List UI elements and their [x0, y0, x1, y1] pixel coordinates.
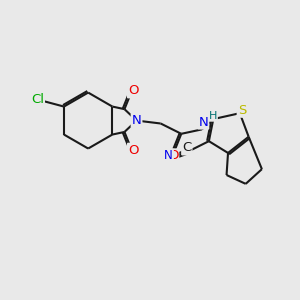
- Text: N: N: [164, 149, 173, 162]
- Text: N: N: [132, 114, 141, 127]
- Text: C: C: [182, 141, 191, 154]
- Text: O: O: [128, 144, 139, 157]
- Text: N: N: [199, 116, 208, 128]
- Text: O: O: [128, 84, 139, 98]
- Text: H: H: [209, 111, 217, 121]
- Text: Cl: Cl: [31, 93, 44, 106]
- Text: S: S: [238, 104, 246, 117]
- Text: O: O: [168, 149, 178, 162]
